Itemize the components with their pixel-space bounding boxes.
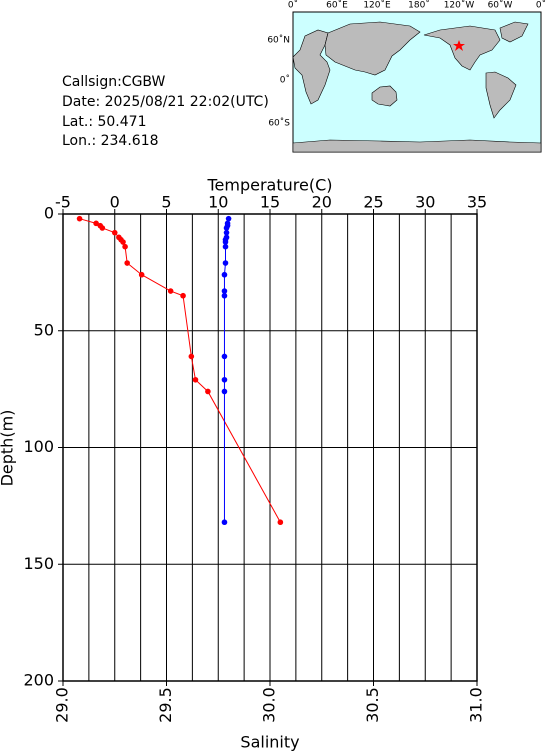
data-point: [122, 243, 128, 250]
latitude: Lat.: 50.471: [62, 114, 146, 130]
map-lat-label: 60˚N: [267, 35, 290, 46]
y-axis-title: Depth(m): [0, 410, 17, 487]
data-point: [111, 229, 118, 236]
x2-tick-label: 5: [161, 193, 171, 212]
x2-tick-label: -5: [55, 193, 71, 212]
data-point: [223, 229, 230, 236]
y-tick-label: 0: [44, 204, 54, 223]
map-lon-label: 120˚E: [363, 0, 391, 11]
data-point: [99, 225, 106, 231]
x2-tick-label: 25: [363, 193, 383, 212]
y-tick-label: 50: [34, 320, 54, 339]
x-tick-label: 31.0: [467, 687, 486, 723]
data-point: [93, 220, 99, 227]
data-point: [76, 215, 83, 222]
data-point: [222, 239, 229, 245]
map-lon-label: 0˚: [288, 0, 298, 11]
data-point: [277, 519, 284, 526]
data-point: [221, 388, 228, 395]
data-point: [221, 292, 228, 299]
data-point: [221, 271, 228, 278]
data-point: [221, 519, 228, 526]
data-point: [221, 376, 228, 383]
map-lon-label: 60˚E: [326, 0, 348, 11]
y-tick-label: 200: [23, 671, 54, 690]
date: Date: 2025/08/21 22:02(UTC): [62, 94, 269, 110]
map-lon-label: 60˚W: [488, 0, 513, 11]
data-point: [221, 353, 228, 360]
x2-tick-label: 15: [260, 193, 280, 212]
map-lon-label: 0˚: [536, 0, 546, 11]
x-tick-label: 29.0: [53, 687, 72, 723]
x2-tick-label: 35: [467, 193, 487, 212]
y-tick-label: 100: [23, 437, 54, 456]
data-point: [205, 388, 211, 395]
data-point: [221, 288, 228, 294]
x2-tick-label: 20: [312, 193, 332, 212]
x2-tick-label: 0: [110, 193, 120, 212]
data-point: [225, 215, 232, 222]
x2-axis-title: Temperature(C): [206, 176, 332, 195]
y-tick-label: 150: [23, 554, 54, 573]
station-star: [453, 40, 465, 51]
x2-tick-label: 10: [208, 193, 228, 212]
data-point: [167, 288, 174, 294]
x-tick-label: 29.5: [156, 687, 175, 723]
data-point: [180, 292, 186, 299]
map: [292, 11, 542, 153]
data-point: [138, 271, 145, 278]
data-point: [192, 376, 199, 383]
data-point: [124, 260, 130, 266]
longitude: Lon.: 234.618: [62, 133, 159, 149]
data-point: [188, 353, 195, 360]
map-lon-label: 120˚W: [444, 0, 475, 11]
data-point: [222, 260, 229, 266]
map-lon-label: 180˚: [408, 0, 430, 11]
x-axis-title: Salinity: [240, 733, 299, 751]
data-point: [222, 243, 229, 250]
map-lat-label: 60˚S: [268, 118, 290, 129]
x-tick-label: 30.5: [363, 687, 382, 723]
map-lat-label: 0˚: [280, 75, 290, 86]
data-point: [223, 225, 230, 231]
x2-tick-label: 30: [415, 193, 435, 212]
data-point: [120, 239, 126, 245]
x-tick-label: 30.0: [260, 687, 279, 723]
callsign: Callsign:CGBW: [62, 74, 166, 90]
